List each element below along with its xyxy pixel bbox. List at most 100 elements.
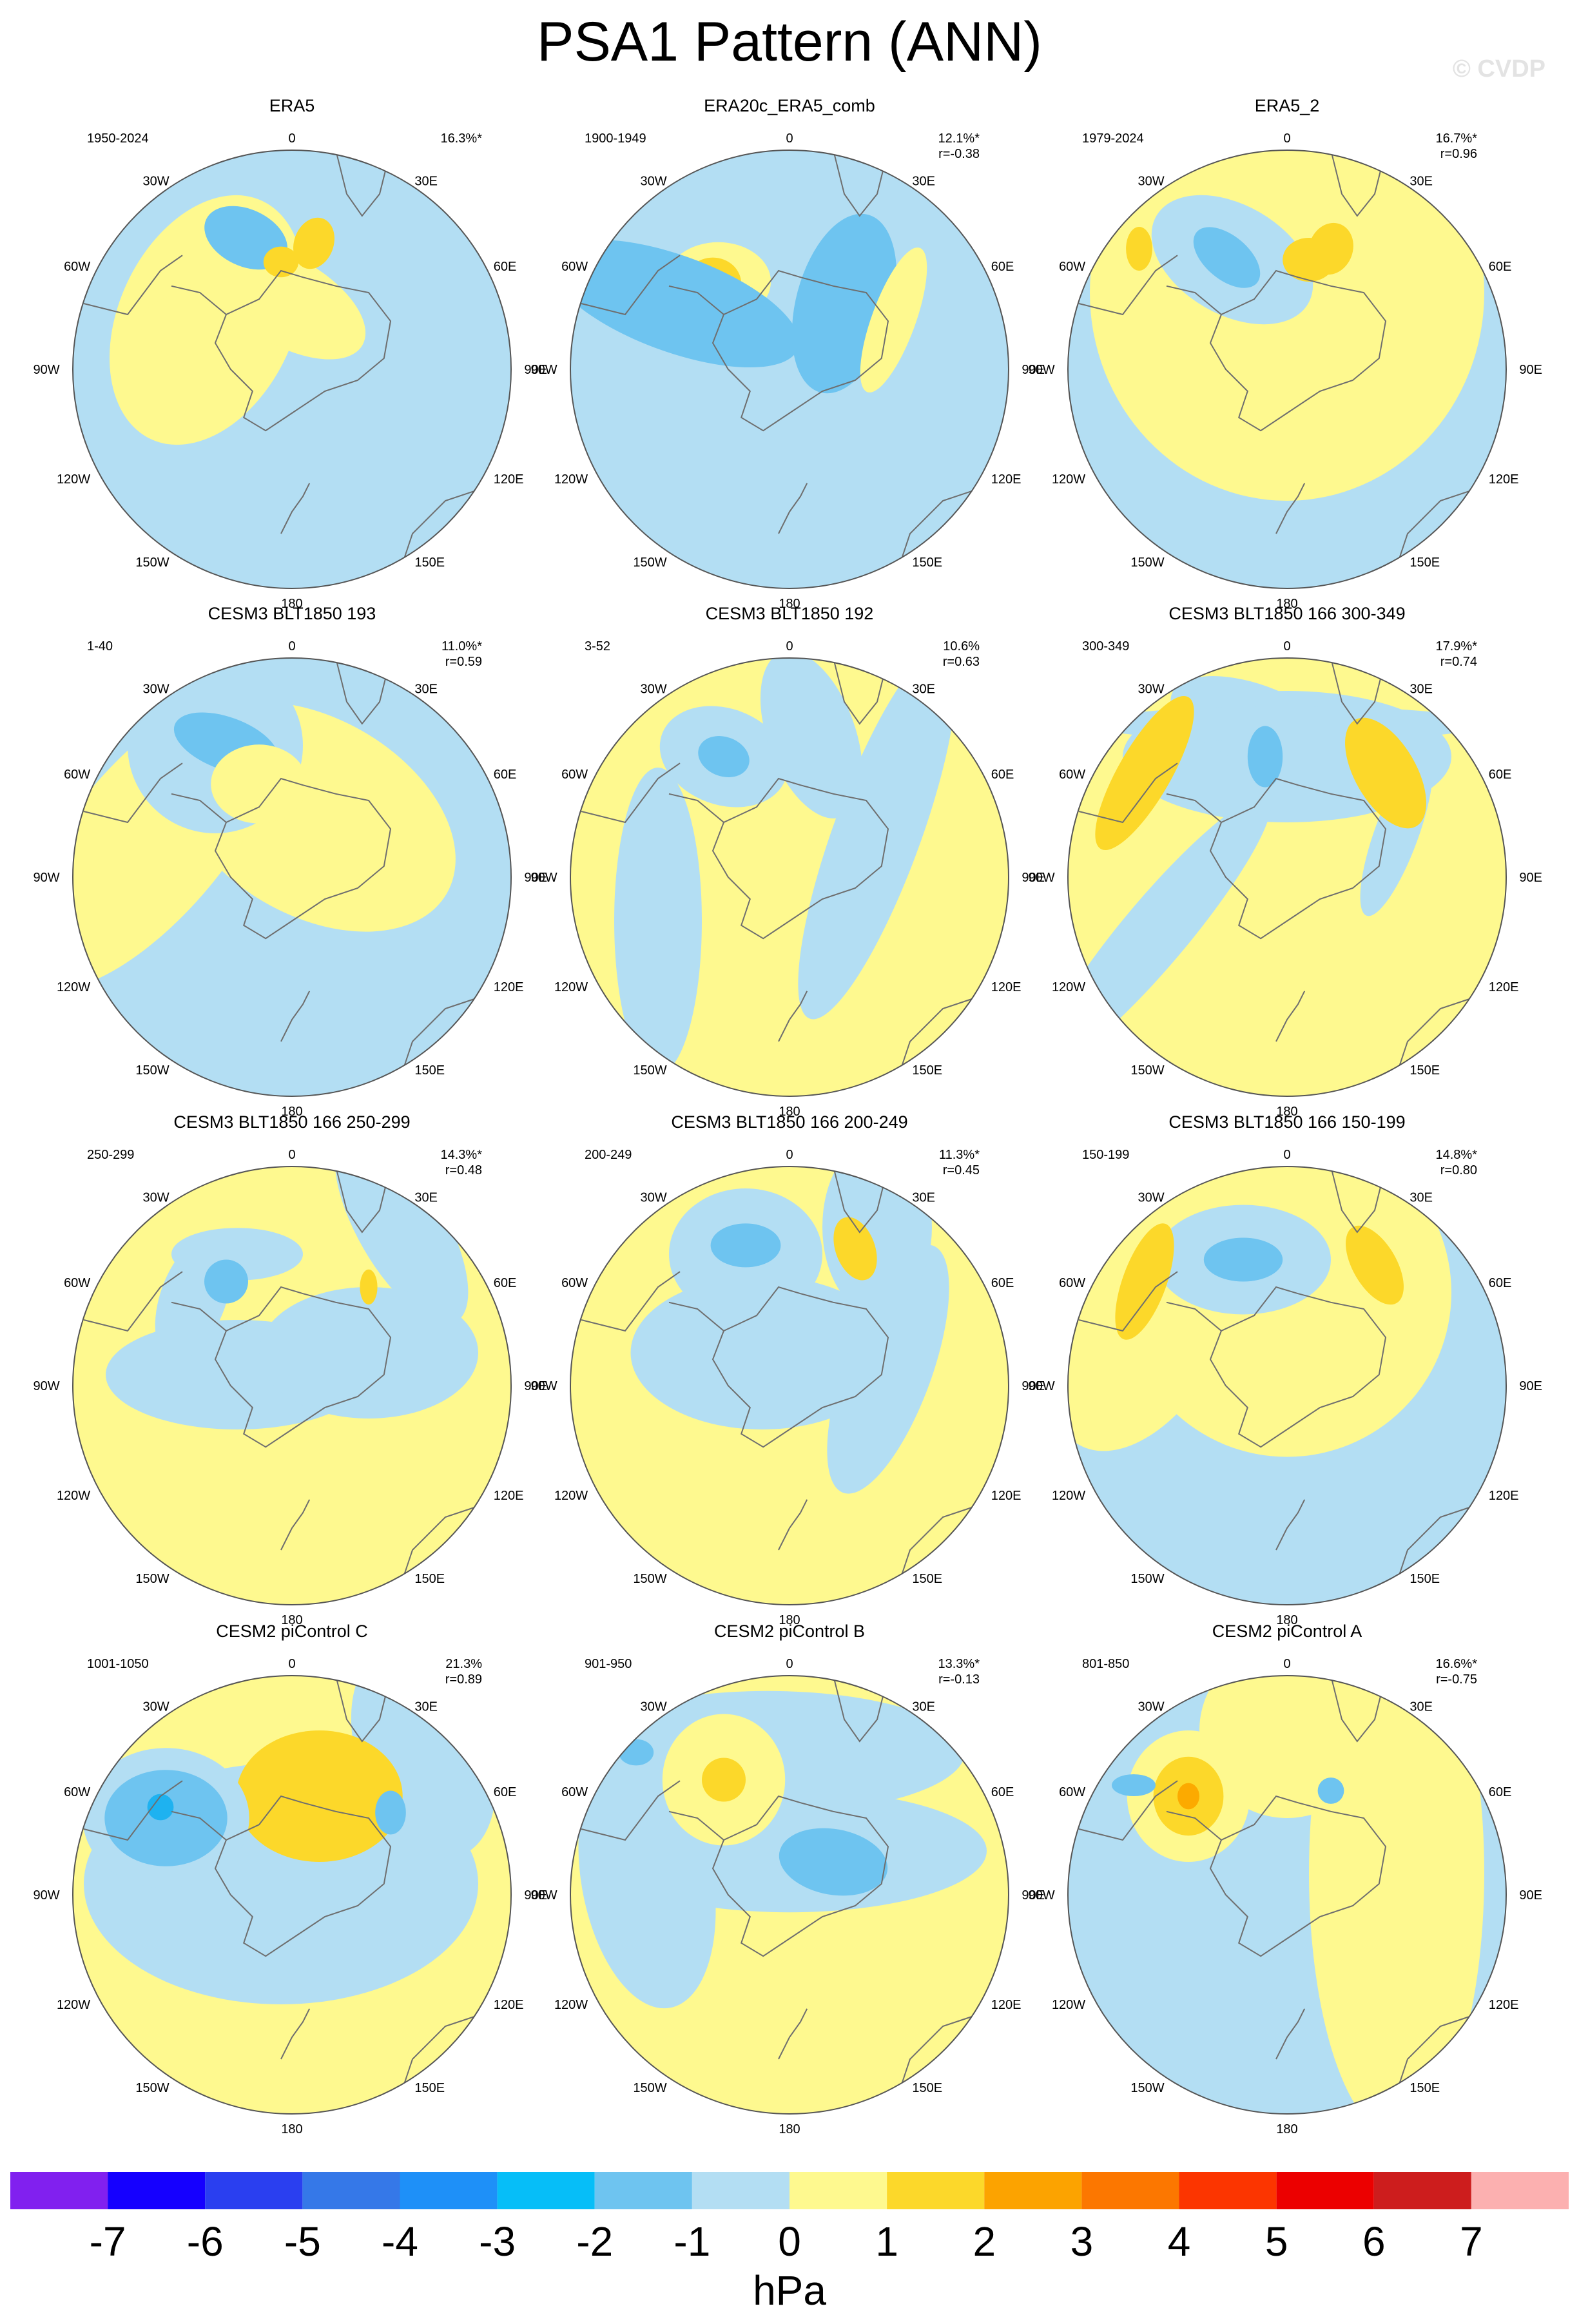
coastline [1330,1676,1386,1743]
anomaly-contour [570,239,799,368]
lon-label: 60W [561,260,588,274]
anomaly-contour [710,1223,781,1268]
anomaly-contour [1247,726,1283,788]
lon-label: 150E [1409,1572,1440,1586]
panel-correlation: r=-0.75 [1436,1672,1477,1687]
coastline [668,793,724,823]
map-panel: CESM2 piControl B 901-950 13.3%*r=-0.13 0 18… [530,1622,1045,2136]
lon-label: 90E [1519,1379,1542,1393]
colorbar-tick-label: -1 [673,2218,710,2265]
coastline [171,1810,227,1841]
lon-label: 180 [281,1105,302,1119]
colorbar-tick-label: -2 [576,2218,613,2265]
anomaly-contour [618,1739,654,1766]
panel-correlation: r=0.96 [1440,147,1477,161]
map-field [570,150,1009,588]
lon-label: 0 [1283,1657,1290,1671]
coastline [280,483,311,534]
map-field [1068,658,1506,1096]
lon-label: 90W [530,1888,557,1903]
panel-correlation: r=-0.38 [938,147,980,161]
map-field [570,1676,1009,2114]
anomaly-contour [207,243,366,360]
colorbar-tick-label: 3 [1070,2218,1094,2265]
map-panel: ERA20c_ERA5_comb 1900-1949 12.1%*r=-0.38 0 1… [530,96,1045,611]
lon-label: 180 [1276,2122,1297,2136]
panel-correlation: r=0.63 [943,655,980,669]
colorbar-tick-label: 0 [778,2218,801,2265]
lon-label: 30W [1138,683,1164,697]
lon-label: 0 [1283,639,1290,654]
panel-title: ERA20c_ERA5_comb [704,96,875,115]
panel-correlation: r=0.59 [445,655,482,669]
lon-label: 60W [64,1785,90,1799]
panel-title: CESM3 BLT1850 166 200-249 [671,1112,907,1132]
coastline [1078,762,1178,824]
coastline [280,991,311,1042]
coastline [1330,150,1386,217]
coastline [898,2015,976,2093]
map-boundary [1067,1166,1507,1605]
lon-label: 60E [1489,260,1512,274]
lon-label: 60W [1059,1276,1085,1290]
lon-label: 60W [561,1785,588,1799]
anomaly-contour [360,1269,378,1305]
lon-label: 120W [57,1489,90,1503]
anomaly-contour [293,217,334,269]
coastline [712,269,889,432]
colorbar-swatch [1471,2172,1569,2209]
lon-label: 0 [786,639,793,654]
lon-label: 120W [57,980,90,994]
panel-title: CESM3 BLT1850 166 300-349 [1168,604,1405,623]
coastline [833,1167,889,1234]
panel-title: CESM2 piControl A [1212,1622,1362,1641]
anomaly-contour [204,1259,248,1304]
map-boundary [72,1166,512,1605]
coastline [335,658,391,725]
panel-years: 1001-1050 [87,1657,149,1671]
lon-label: 180 [281,1613,302,1627]
coastline [1396,1506,1474,1583]
colorbar-tick-label: 7 [1460,2218,1483,2265]
coastline [898,1506,976,1583]
panel-variance: 14.3%* [441,1148,483,1162]
colorbar-swatch [108,2172,206,2209]
lon-label: 30E [912,683,935,697]
lon-label: 120E [1489,980,1519,994]
map-panel: CESM3 BLT1850 166 150-199 150-199 14.8%*r=… [1028,1112,1542,1627]
coastline [1275,1499,1306,1551]
lon-label: 90W [530,363,557,377]
lon-label: 120W [1052,472,1085,487]
lon-label: 120E [991,1489,1022,1503]
map-panel: CESM3 BLT1850 166 250-299 250-299 14.3%*r=… [33,1112,547,1627]
coastline [668,1301,724,1331]
coastline [778,483,808,534]
coastline [581,1780,681,1841]
lon-label: 120W [57,1998,90,2012]
coastline [712,777,889,940]
anomaly-contour [760,658,863,818]
lon-label: 30E [1409,1191,1433,1205]
lon-label: 30E [414,1700,438,1714]
lon-label: 90E [1519,871,1542,885]
panel-title: CESM3 BLT1850 166 150-199 [1168,1112,1405,1132]
panel-variance: 12.1%* [938,131,980,146]
lon-label: 60W [64,260,90,274]
panel-years: 1979-2024 [1082,131,1144,146]
coastline [1166,285,1222,315]
panel-title: CESM3 BLT1850 192 [706,604,874,623]
coastline [1275,991,1306,1042]
panel-years: 1-40 [87,639,113,654]
lon-label: 30E [1409,175,1433,189]
coastline [1209,1795,1387,1957]
panel-years: 1900-1949 [585,131,646,146]
lon-label: 30E [414,683,438,697]
lon-label: 180 [779,1613,800,1627]
lon-label: 60W [64,768,90,782]
panel-years: 250-299 [87,1148,134,1162]
coastline [712,1286,889,1448]
lon-label: 150E [414,2081,445,2095]
lon-label: 150E [912,556,942,570]
coastline [778,2008,808,2060]
map-field [1068,1676,1506,2114]
